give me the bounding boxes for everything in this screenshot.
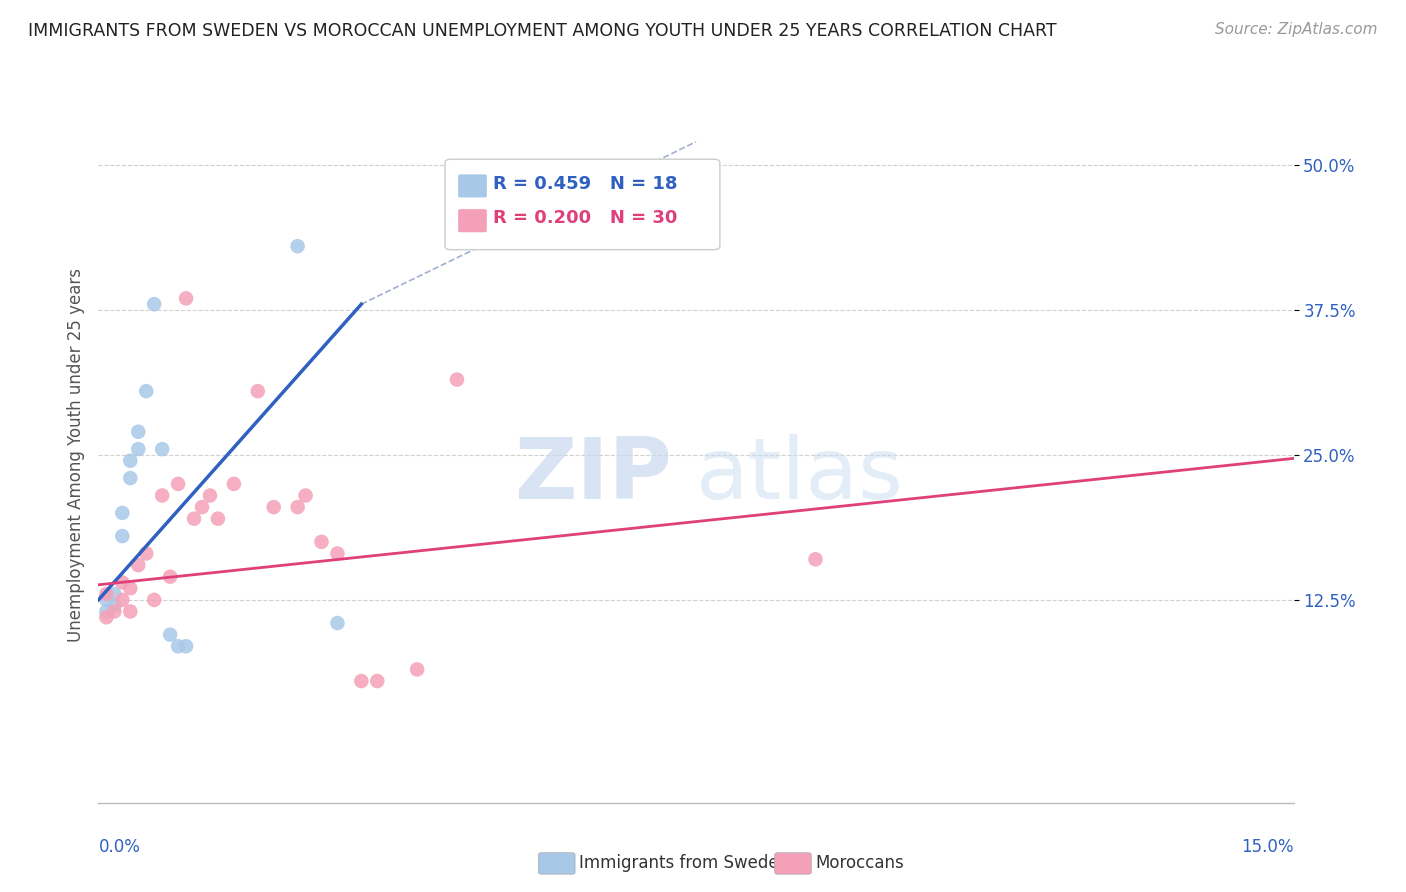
- Point: [96, 610, 118, 624]
- Y-axis label: Unemployment Among Youth under 25 years: Unemployment Among Youth under 25 years: [66, 268, 84, 642]
- Point: [135, 384, 157, 399]
- Point: [150, 489, 173, 503]
- Point: [143, 297, 166, 311]
- Point: [96, 587, 118, 601]
- Text: Moroccans: Moroccans: [815, 855, 904, 872]
- Point: [174, 639, 197, 653]
- Point: [222, 476, 245, 491]
- Point: [174, 291, 197, 305]
- Point: [287, 500, 309, 514]
- Point: [167, 476, 190, 491]
- Point: [127, 442, 149, 457]
- Point: [120, 453, 142, 467]
- Text: Source: ZipAtlas.com: Source: ZipAtlas.com: [1215, 22, 1378, 37]
- Point: [103, 587, 125, 601]
- Point: [191, 500, 214, 514]
- Point: [207, 511, 229, 525]
- Point: [111, 529, 134, 543]
- Point: [159, 570, 181, 584]
- Point: [103, 599, 125, 613]
- Point: [406, 662, 429, 676]
- Point: [446, 373, 468, 387]
- Point: [143, 592, 166, 607]
- FancyBboxPatch shape: [444, 159, 720, 250]
- Point: [326, 615, 349, 630]
- Point: [120, 605, 142, 619]
- Point: [127, 425, 149, 439]
- Text: atlas: atlas: [696, 434, 904, 517]
- Point: [167, 639, 190, 653]
- Point: [150, 442, 173, 457]
- Point: [111, 506, 134, 520]
- Point: [366, 674, 388, 689]
- Point: [111, 575, 134, 590]
- Point: [96, 592, 118, 607]
- FancyBboxPatch shape: [458, 174, 486, 197]
- Point: [246, 384, 269, 399]
- Point: [135, 546, 157, 561]
- Point: [159, 628, 181, 642]
- Point: [103, 605, 125, 619]
- Point: [263, 500, 285, 514]
- FancyBboxPatch shape: [458, 209, 486, 232]
- Text: Immigrants from Sweden: Immigrants from Sweden: [579, 855, 789, 872]
- Point: [326, 546, 349, 561]
- Text: R = 0.200   N = 30: R = 0.200 N = 30: [492, 210, 678, 227]
- Point: [120, 471, 142, 485]
- Text: 15.0%: 15.0%: [1241, 838, 1294, 856]
- Point: [804, 552, 827, 566]
- Point: [96, 605, 118, 619]
- Text: R = 0.459   N = 18: R = 0.459 N = 18: [492, 175, 678, 193]
- Point: [294, 489, 316, 503]
- Point: [350, 674, 373, 689]
- Point: [127, 558, 149, 573]
- Text: 0.0%: 0.0%: [98, 838, 141, 856]
- Text: ZIP: ZIP: [515, 434, 672, 517]
- Point: [183, 511, 205, 525]
- Text: IMMIGRANTS FROM SWEDEN VS MOROCCAN UNEMPLOYMENT AMONG YOUTH UNDER 25 YEARS CORRE: IMMIGRANTS FROM SWEDEN VS MOROCCAN UNEMP…: [28, 22, 1057, 40]
- Point: [287, 239, 309, 253]
- Point: [198, 489, 221, 503]
- Point: [120, 582, 142, 596]
- Point: [311, 534, 333, 549]
- Point: [111, 592, 134, 607]
